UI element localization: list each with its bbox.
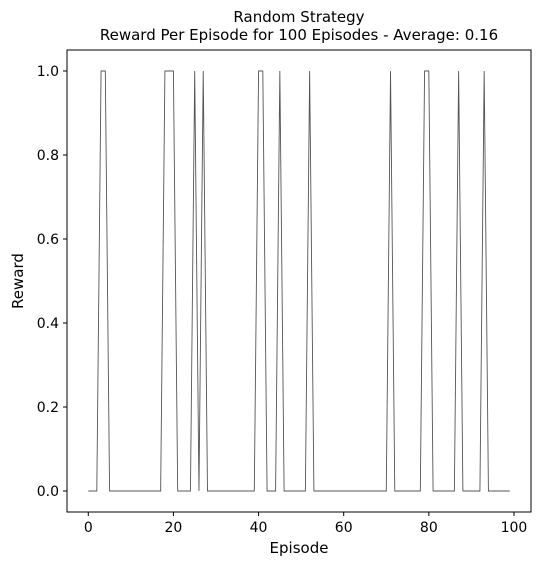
reward-series-line-0 <box>88 70 510 492</box>
x-axis: 0 20 40 60 80 100 <box>84 512 528 536</box>
plot-area <box>88 70 510 492</box>
y-tick-label: 0.4 <box>37 316 59 332</box>
x-tick-label: 80 <box>420 520 438 536</box>
x-tick-label: 60 <box>335 520 353 536</box>
y-tick-label: 0.0 <box>37 484 59 500</box>
x-tick-label: 100 <box>501 520 528 536</box>
y-tick-label: 0.8 <box>37 148 59 164</box>
y-tick-label: 1.0 <box>37 64 59 80</box>
y-tick-label: 0.2 <box>37 400 59 416</box>
x-tick-label: 40 <box>250 520 268 536</box>
x-tick-label: 20 <box>165 520 183 536</box>
plot-frame <box>66 49 532 513</box>
y-tick-label: 0.6 <box>37 232 59 248</box>
y-axis-label: Reward <box>9 253 27 309</box>
x-tick-label: 0 <box>84 520 93 536</box>
x-axis-label: Episode <box>270 539 329 557</box>
chart-title-line2: Reward Per Episode for 100 Episodes - Av… <box>100 26 498 44</box>
chart-title-line1: Random Strategy <box>233 8 364 26</box>
y-axis: 0.0 0.2 0.4 0.6 0.8 1.0 <box>37 64 67 500</box>
